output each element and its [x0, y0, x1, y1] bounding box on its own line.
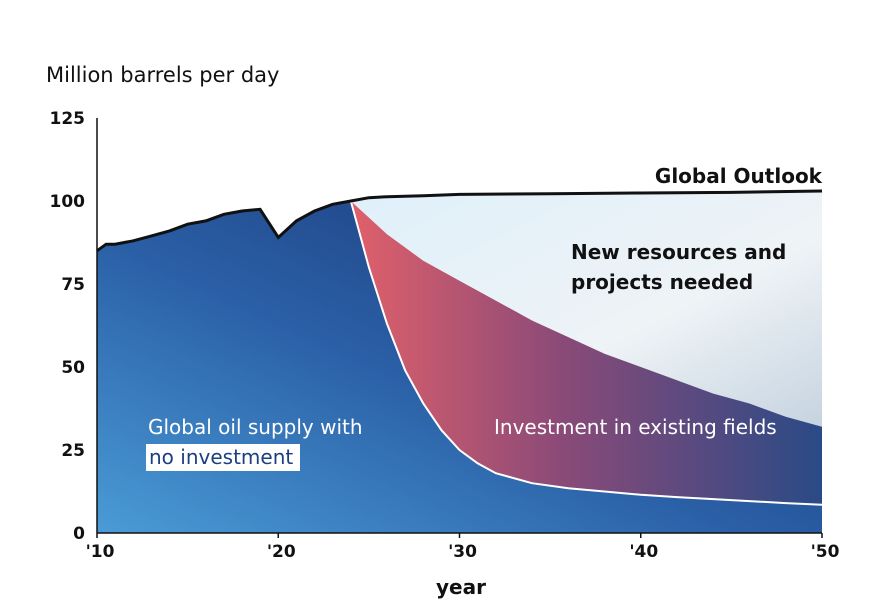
x-tick-label: '40 — [629, 542, 658, 562]
line-no-investment-boundary — [349, 200, 823, 506]
x-axis-title: year — [436, 575, 486, 599]
y-tick-labels: 0 25 50 75 100 125 — [50, 109, 86, 544]
y-tick-label: 75 — [61, 275, 85, 295]
annotation-new-resources-1: New resources and — [571, 240, 786, 264]
x-tick-label: '50 — [811, 542, 840, 562]
x-tick-labels: '10 '20 '30 '40 '50 — [86, 533, 840, 562]
y-axis-title: Million barrels per day — [46, 63, 279, 87]
annotation-global-outlook: Global Outlook — [655, 164, 823, 188]
x-tick-label: '30 — [448, 542, 477, 562]
x-tick-label: '10 — [86, 542, 115, 562]
annotation-no-investment-1: Global oil supply with — [148, 415, 363, 439]
annotation-new-resources-2: projects needed — [571, 270, 753, 294]
y-tick-label: 100 — [50, 192, 86, 212]
x-tick-label: '20 — [267, 542, 296, 562]
y-tick-label: 25 — [61, 441, 85, 461]
line-global-outlook — [96, 189, 823, 253]
y-tick-label: 0 — [73, 524, 85, 544]
annotation-no-investment-box — [146, 444, 300, 471]
annotation-investment-existing: Investment in existing fields — [494, 415, 777, 439]
y-tick-label: 50 — [61, 358, 85, 378]
area-investment-existing — [350, 201, 822, 505]
y-tick-label: 125 — [50, 109, 86, 129]
annotation-no-investment-2: no investment — [149, 445, 293, 469]
area-new-resources — [350, 191, 822, 427]
